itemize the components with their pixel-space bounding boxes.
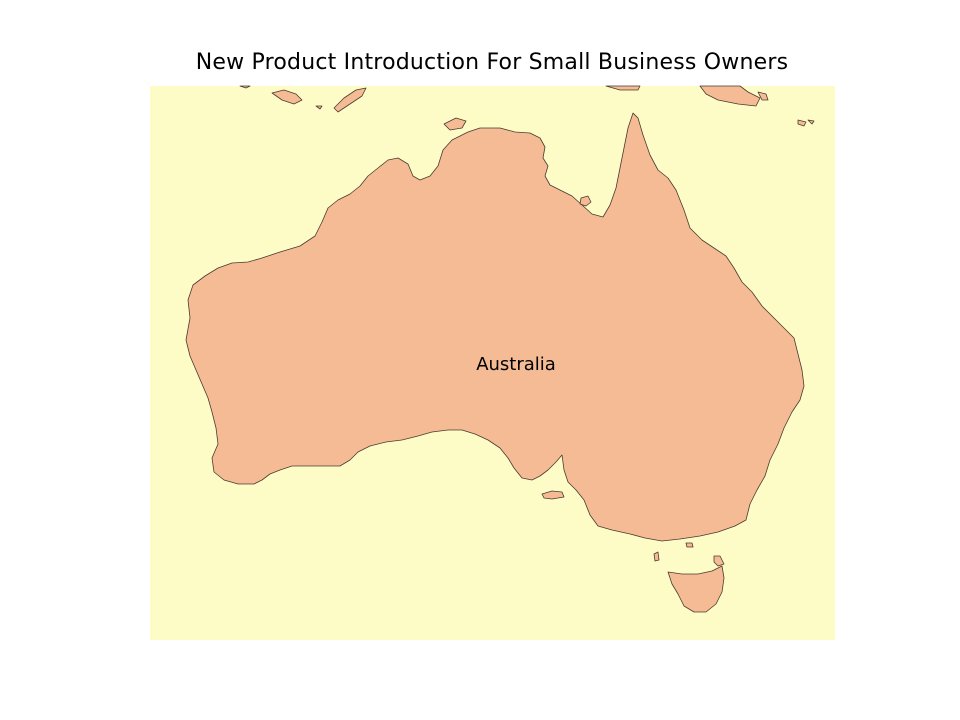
northern-island-4	[699, 85, 761, 107]
bass-strait-islet	[685, 542, 694, 548]
northern-island-1	[271, 89, 303, 105]
northern-island-2	[333, 87, 367, 113]
king-island	[653, 551, 660, 562]
region-label: Australia	[476, 354, 556, 375]
melville-island	[443, 117, 467, 131]
northern-island-3	[605, 85, 641, 91]
northern-island-6	[797, 119, 807, 127]
groote-eylandt	[579, 195, 592, 207]
map-title: New Product Introduction For Small Busin…	[195, 50, 789, 75]
northern-island-8	[239, 85, 251, 89]
northern-island-5	[757, 91, 769, 101]
kangaroo-island	[541, 490, 565, 500]
northern-island-7	[807, 119, 815, 125]
flinders-island	[713, 555, 725, 567]
australia-mainland	[185, 112, 805, 542]
tasmania	[667, 565, 725, 613]
northern-island-9	[315, 105, 323, 110]
